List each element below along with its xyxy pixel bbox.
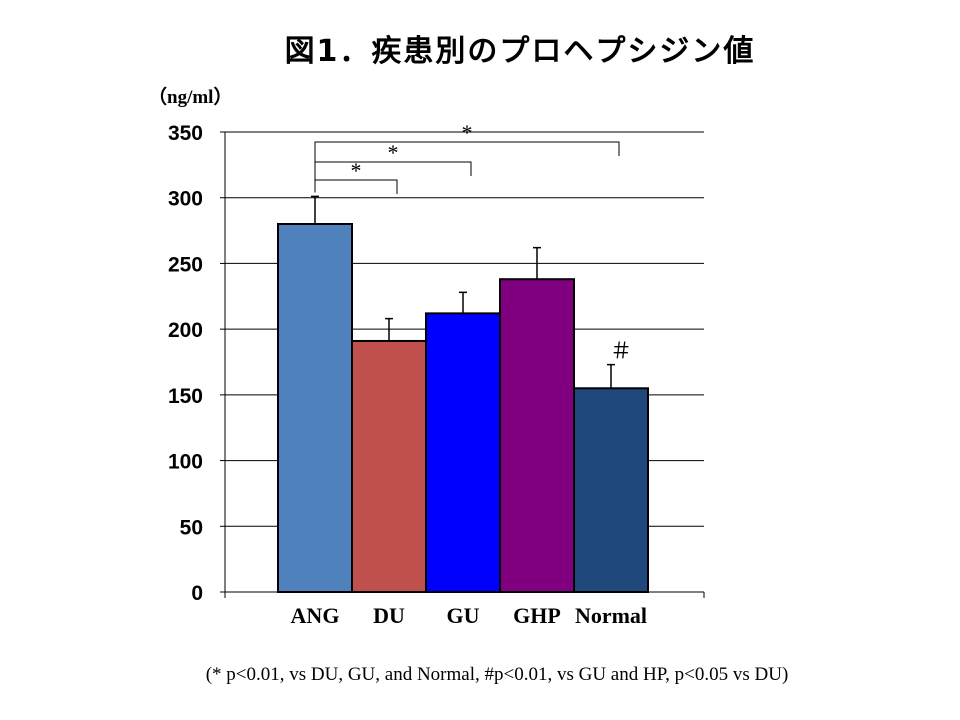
bar-annotations: ＃ bbox=[610, 339, 632, 364]
y-axis: 0 50 100 150 200 250 300 350 bbox=[168, 122, 226, 605]
bar-du bbox=[351, 339, 427, 593]
y-tick-label: 250 bbox=[168, 253, 203, 276]
bar-ang bbox=[277, 223, 353, 593]
y-tick-label: 100 bbox=[168, 451, 203, 474]
significance-label: * bbox=[462, 120, 473, 145]
bar-annotation: ＃ bbox=[610, 339, 632, 364]
x-tick-label-gu: GU bbox=[447, 603, 480, 628]
significance-brackets: * * * bbox=[314, 120, 620, 194]
x-tick-label-du: DU bbox=[373, 603, 405, 628]
x-axis: ANG DU GU GHP Normal bbox=[224, 591, 705, 628]
x-tick-label-normal: Normal bbox=[575, 603, 647, 628]
bar-normal bbox=[573, 387, 649, 593]
significance-bracket bbox=[314, 141, 620, 193]
bar-gu bbox=[425, 312, 501, 593]
footnote: (* p<0.01, vs DU, GU, and Normal, #p<0.0… bbox=[205, 664, 789, 685]
y-tick-label: 0 bbox=[191, 582, 203, 605]
error-bars bbox=[311, 195, 615, 389]
bars bbox=[277, 223, 649, 593]
y-tick-label: 150 bbox=[168, 385, 203, 408]
significance-label: * bbox=[388, 140, 399, 165]
chart-title: 図1．疾患別のプロヘプシジン値 bbox=[284, 34, 756, 69]
bar-ghp bbox=[499, 278, 575, 593]
significance-bracket bbox=[314, 161, 472, 193]
x-tick-label-ghp: GHP bbox=[513, 603, 561, 628]
y-tick-label: 200 bbox=[168, 319, 203, 342]
x-tick-label-ang: ANG bbox=[291, 603, 340, 628]
y-axis-unit-label: （ng/ml） bbox=[148, 87, 233, 108]
significance-label: * bbox=[351, 158, 362, 183]
y-tick-label: 50 bbox=[180, 516, 203, 539]
y-tick-label: 350 bbox=[168, 122, 203, 145]
y-tick-label: 300 bbox=[168, 188, 203, 211]
